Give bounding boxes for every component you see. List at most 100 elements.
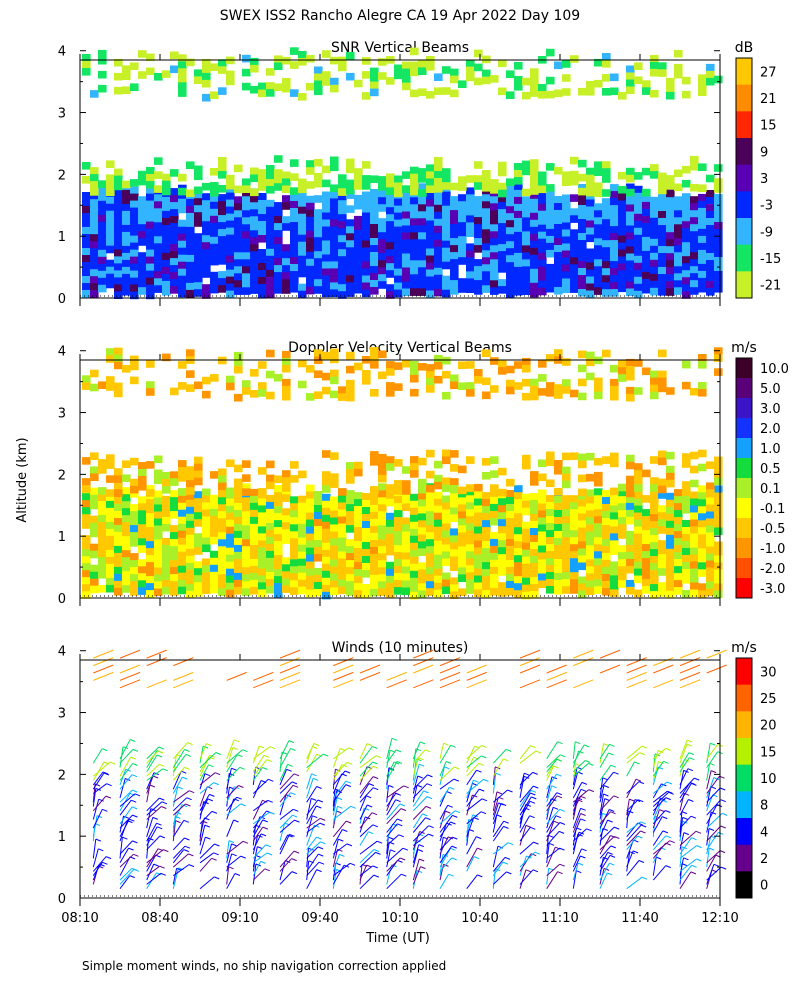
wind-barb [199, 824, 206, 846]
heatmap-cell [194, 568, 203, 576]
heatmap-cell [682, 193, 691, 201]
heatmap-cell [610, 254, 619, 262]
heatmap-cell [442, 551, 451, 560]
wind-barb-flag [451, 845, 457, 849]
heatmap-cell [290, 545, 299, 553]
heatmap-cell [82, 213, 91, 221]
heatmap-cell [570, 271, 579, 279]
wind-barb-flag [131, 806, 138, 810]
heatmap-cell [610, 212, 619, 220]
heatmap-cell [690, 224, 699, 232]
heatmap-cell [570, 509, 579, 517]
heatmap-cell [290, 173, 299, 181]
wind-barb-flag [311, 773, 317, 777]
heatmap-cell [690, 519, 699, 528]
heatmap-cell [306, 582, 315, 591]
heatmap-cell [258, 176, 267, 184]
wind-barb [679, 871, 692, 889]
heatmap-cell [458, 588, 467, 596]
heatmap-cell [170, 588, 179, 596]
heatmap-cell [186, 466, 195, 474]
heatmap-cell [378, 232, 387, 240]
heatmap-cell [666, 569, 675, 578]
heatmap-cell [610, 282, 619, 290]
x-axis-label: Time (UT) [365, 931, 430, 946]
wind-barb-flag [288, 740, 295, 744]
heatmap-cell [450, 500, 459, 508]
heatmap-cell [514, 238, 523, 247]
heatmap-cell [378, 183, 387, 191]
wind-barb-flag [610, 811, 616, 815]
heatmap-cell [154, 257, 163, 265]
wind-barb-flag [267, 799, 273, 803]
heatmap-cell [186, 219, 195, 228]
heatmap-cell [186, 492, 195, 501]
heatmap-cell [658, 186, 667, 195]
heatmap-cell [658, 267, 667, 275]
wind-barb [706, 832, 719, 851]
wind-barb [93, 649, 114, 659]
wind-barb [412, 790, 425, 807]
wind-barb-flag [613, 771, 619, 775]
wind-barb [386, 857, 401, 872]
heatmap-cell [314, 195, 323, 203]
heatmap-cell [82, 457, 91, 465]
heatmap-cell [578, 576, 587, 585]
heatmap-cell [626, 358, 635, 367]
heatmap-cell [634, 269, 643, 278]
heatmap-cell [570, 586, 579, 594]
heatmap-cell [218, 278, 227, 286]
heatmap-cell [354, 569, 363, 577]
wind-barb [599, 836, 615, 851]
heatmap-cell [298, 523, 307, 532]
wind-barb [386, 785, 389, 803]
heatmap-cell [362, 500, 371, 508]
colorbar-swatch [736, 58, 752, 86]
heatmap-cell [658, 457, 667, 466]
heatmap-cell [642, 285, 651, 294]
heatmap-cell [546, 579, 555, 587]
colorbar-label: 2 [760, 852, 768, 867]
heatmap-cell [506, 546, 515, 554]
heatmap-cell [226, 262, 235, 271]
heatmap-cell [354, 168, 363, 176]
heatmap-cell [634, 248, 643, 257]
heatmap-cell [498, 59, 507, 68]
wind-barb-flag [336, 797, 343, 801]
wind-barb-flag [556, 773, 562, 777]
heatmap-cell [162, 280, 171, 289]
heatmap-cell [474, 49, 483, 58]
heatmap-cell [314, 540, 323, 548]
heatmap-cell [354, 250, 363, 259]
heatmap-cell [498, 216, 507, 224]
heatmap-cell [706, 239, 715, 247]
heatmap-cell [442, 168, 451, 176]
heatmap-cell [418, 478, 427, 487]
wind-barb-flag [683, 832, 690, 836]
heatmap-cell [402, 204, 411, 213]
heatmap-cell [514, 555, 523, 563]
heatmap-cell [194, 498, 203, 506]
heatmap-cell [706, 482, 715, 490]
heatmap-cell [146, 576, 155, 584]
colorbar-label: 1.0 [760, 442, 781, 457]
heatmap-cell [706, 581, 715, 590]
heatmap-cell [362, 282, 371, 291]
heatmap-cell [186, 527, 195, 536]
heatmap-cell [354, 527, 363, 535]
wind-barb-flag [157, 750, 164, 754]
heatmap-cell [274, 155, 283, 163]
heatmap-cell [346, 525, 355, 533]
heatmap-cell [250, 523, 259, 532]
heatmap-cell [490, 224, 499, 232]
wind-barb [119, 789, 133, 803]
heatmap-cell [586, 372, 595, 381]
heatmap-cell [338, 544, 347, 553]
wind-barb-flag [530, 789, 537, 793]
wind-barb [492, 861, 504, 876]
heatmap-cell [386, 263, 395, 271]
heatmap-cell [106, 203, 115, 212]
heatmap-cell [674, 49, 683, 58]
wind-barb [546, 776, 553, 799]
wind-barb [652, 857, 657, 876]
